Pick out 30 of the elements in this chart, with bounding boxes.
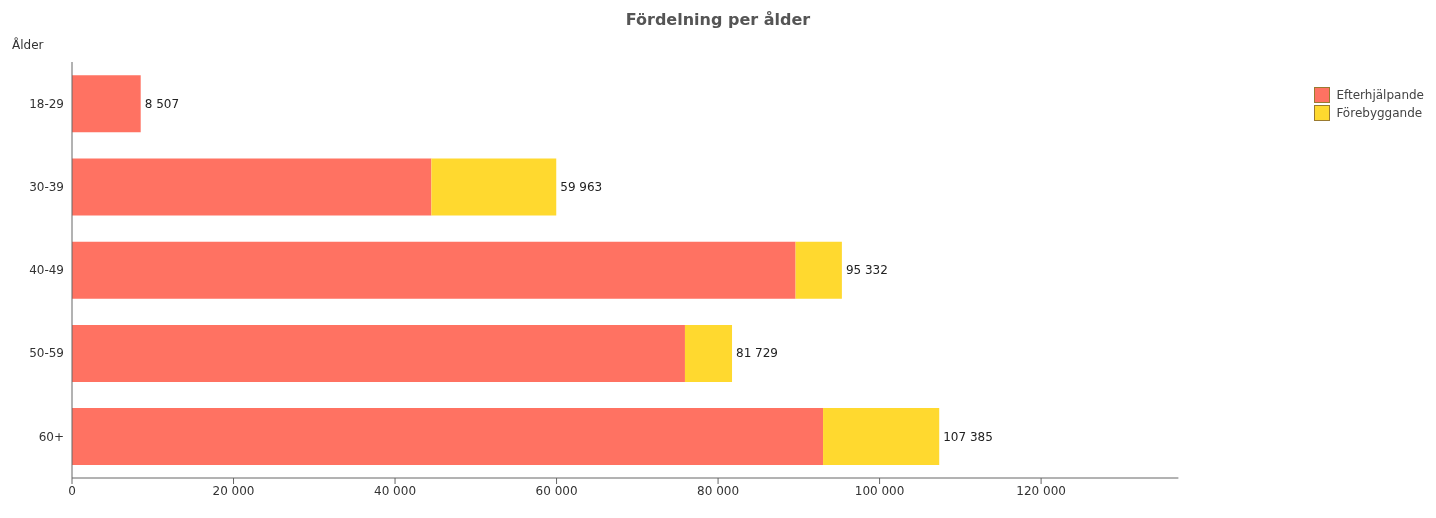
x-tick-label: 40 000	[374, 483, 417, 498]
total-label: 59 963	[560, 180, 603, 195]
bar	[72, 324, 685, 382]
y-tick-label: 60+	[38, 429, 64, 444]
legend-label: Förebyggande	[1336, 106, 1423, 120]
x-tick-label: 20 000	[212, 483, 255, 498]
bar	[795, 241, 842, 299]
bar	[431, 158, 557, 216]
y-tick-label: 30-39	[29, 180, 64, 195]
bar	[72, 158, 432, 216]
chart-title: Fördelning per ålder	[624, 10, 812, 29]
bar	[72, 75, 141, 133]
total-label: 95 332	[845, 263, 888, 278]
bar	[684, 324, 733, 382]
y-tick-label: 18-29	[29, 96, 64, 111]
total-label: 81 729	[736, 346, 779, 361]
y-axis-title: Ålder	[12, 38, 44, 52]
total-label: 8 507	[144, 96, 180, 111]
x-tick-label: 0	[68, 483, 76, 498]
x-tick-label: 120 000	[1016, 483, 1066, 498]
x-tick-label: 100 000	[854, 483, 905, 498]
x-tick-label: 60 000	[535, 483, 578, 498]
bar	[72, 241, 796, 299]
bar	[823, 408, 940, 466]
legend-label: Efterhjälpande	[1336, 88, 1424, 102]
y-tick-label: 50-59	[29, 346, 64, 361]
x-tick-label: 80 000	[697, 483, 740, 498]
bar	[72, 408, 824, 466]
y-tick-label: 40-49	[29, 263, 64, 278]
total-label: 107 385	[943, 429, 993, 444]
